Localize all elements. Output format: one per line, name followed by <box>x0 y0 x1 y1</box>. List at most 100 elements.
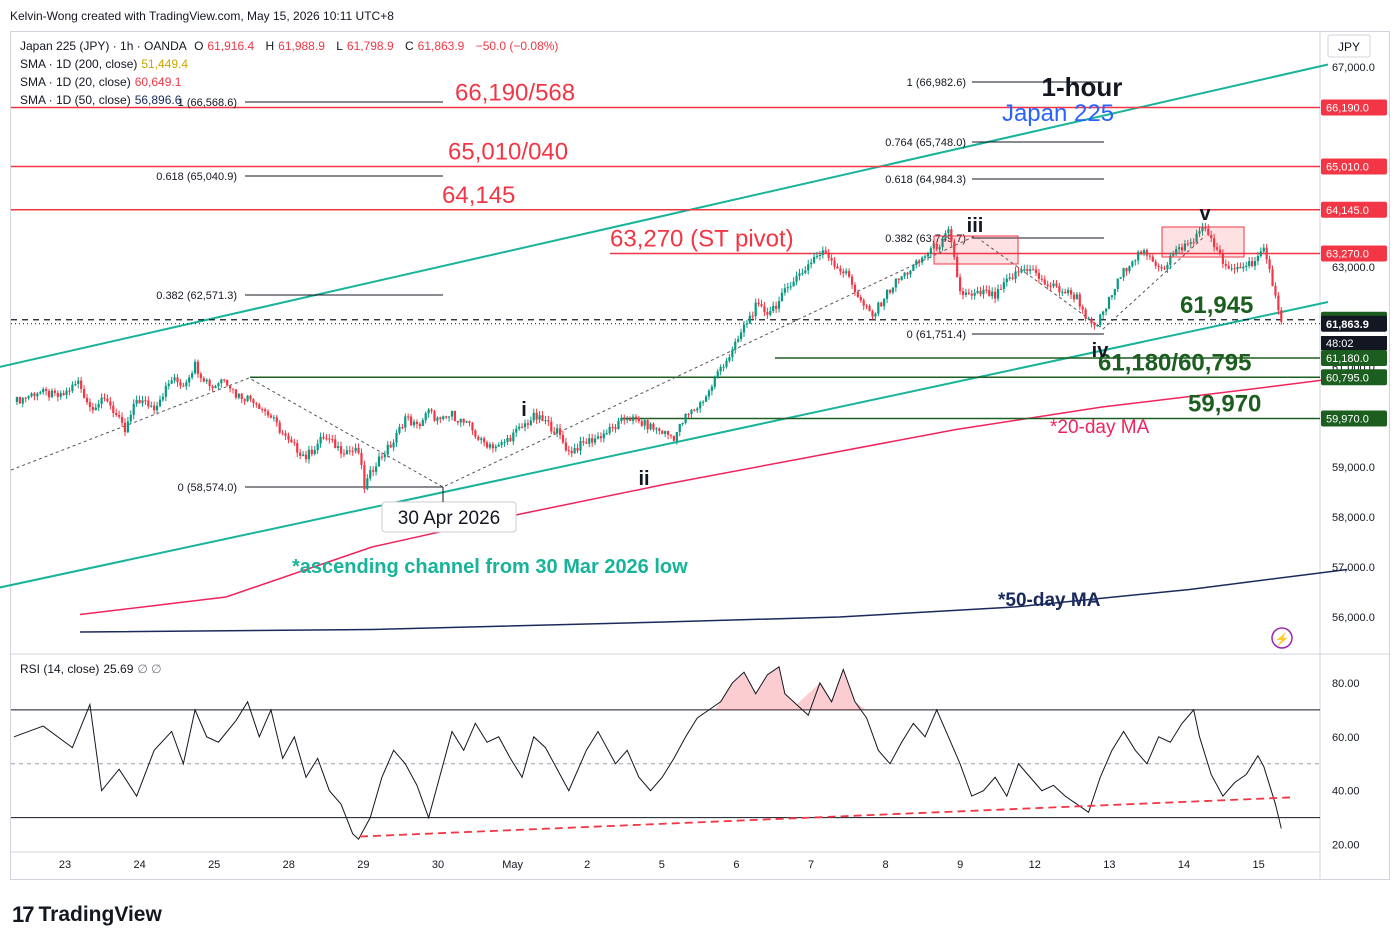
candle-body <box>138 399 141 404</box>
candle-body <box>868 305 871 312</box>
candle-body <box>304 454 308 460</box>
candle-body <box>836 266 839 269</box>
candle-body <box>173 377 176 381</box>
candle-body <box>447 416 451 418</box>
candle-body <box>281 432 284 434</box>
highlight-box-v <box>1161 226 1245 258</box>
candle-body <box>883 298 886 307</box>
candle-body <box>316 443 319 451</box>
candle-body <box>179 382 182 386</box>
candle-body <box>626 419 629 421</box>
candle-body <box>769 311 772 315</box>
candle-body <box>754 302 757 317</box>
candle-body <box>734 341 737 350</box>
candle-body <box>208 379 211 387</box>
candle-body <box>243 399 246 402</box>
candle-body <box>687 413 690 415</box>
candle-body <box>1113 289 1116 296</box>
candle-body <box>853 284 857 292</box>
candle-body <box>719 367 722 372</box>
candle-body <box>912 264 915 271</box>
candle-body <box>1131 261 1134 267</box>
candle-body <box>220 379 223 384</box>
candle-body <box>462 418 465 423</box>
price-tick-label: 57,000.0 <box>1332 562 1375 574</box>
candle-body <box>611 427 614 429</box>
candle-body <box>556 428 559 434</box>
candle-body <box>1093 323 1096 326</box>
candle-body <box>1210 235 1213 239</box>
price-tick-label: 56,000.0 <box>1332 612 1375 624</box>
candle-body <box>725 360 728 367</box>
price-badge <box>1321 99 1387 116</box>
candle-body <box>1099 314 1102 325</box>
candle-body <box>272 417 275 419</box>
candle-body <box>278 422 281 433</box>
time-tick-label: 6 <box>733 859 739 871</box>
candle-body <box>526 423 530 425</box>
candle-body <box>988 289 991 297</box>
candle-body <box>65 390 68 396</box>
candle-body <box>856 291 859 297</box>
title-instrument: Japan 225 <box>1002 100 1114 127</box>
ma50-line <box>79 568 1348 633</box>
candle-body <box>1064 291 1067 294</box>
candle-body <box>751 315 754 317</box>
candle-body <box>82 388 86 398</box>
candle-body <box>275 417 278 423</box>
candle-body <box>710 386 713 391</box>
candle-body <box>1049 285 1052 287</box>
candle-body <box>681 422 684 424</box>
candle-body <box>261 408 264 410</box>
price-tick-label: 63,000.0 <box>1332 262 1375 274</box>
candle-body <box>958 277 962 292</box>
candle-body <box>328 438 331 440</box>
candle-body <box>664 431 667 434</box>
candle-body <box>167 383 170 386</box>
candle-body <box>935 243 938 250</box>
candle-body <box>88 402 92 408</box>
ma20-note: *20-day MA <box>1050 417 1150 438</box>
rsi-tick-label: 60.00 <box>1332 732 1360 744</box>
candle-body <box>144 400 147 402</box>
candle-body <box>1195 233 1198 243</box>
candle-body <box>30 393 33 397</box>
candle-body <box>859 296 862 301</box>
candle-body <box>742 324 746 333</box>
candle-body <box>807 264 810 271</box>
candle-body <box>1084 309 1087 320</box>
price-badge-label: 59,970.0 <box>1326 414 1369 426</box>
wave-label: ii <box>638 468 649 490</box>
time-tick-label: 8 <box>883 859 889 871</box>
candle-body <box>535 412 538 420</box>
candle-body <box>929 248 932 254</box>
legend-open: O 61,916.4 <box>194 39 255 53</box>
candle-body <box>693 409 696 411</box>
candle-body <box>976 291 979 293</box>
candle-body <box>783 288 786 293</box>
candle-body <box>1087 318 1090 320</box>
candle-body <box>1110 295 1114 298</box>
candle-body <box>1183 243 1187 251</box>
candle-body <box>27 396 30 399</box>
candle-body <box>1008 277 1011 279</box>
candle-body <box>848 271 851 277</box>
candle-body <box>1078 294 1081 307</box>
candle-body <box>775 305 778 309</box>
candle-body <box>529 420 532 425</box>
candle-body <box>999 288 1003 290</box>
candle-body <box>623 417 626 421</box>
tradingview-logo[interactable]: 17 TradingView <box>12 902 162 928</box>
candle-body <box>36 393 39 397</box>
candle-body <box>1017 271 1020 273</box>
wave-label: iii <box>967 215 984 237</box>
candle-body <box>760 304 763 307</box>
candle-body <box>252 399 255 404</box>
candle-body <box>412 421 416 426</box>
candle-body <box>1201 227 1204 232</box>
candle-body <box>994 291 997 299</box>
candle-body <box>1023 269 1026 271</box>
candle-body <box>337 446 340 448</box>
candle-body <box>699 402 702 409</box>
